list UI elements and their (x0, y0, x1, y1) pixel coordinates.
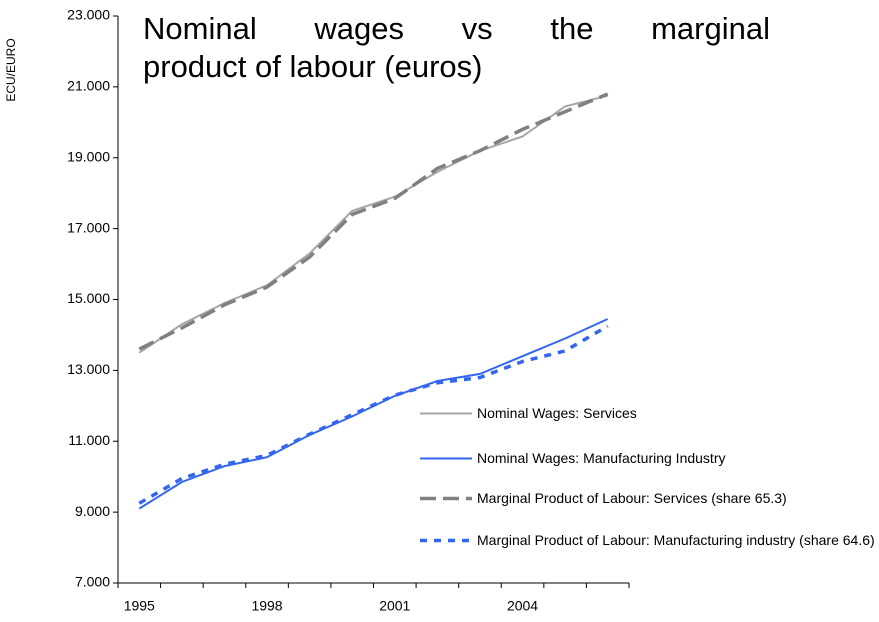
legend-swatch (420, 496, 472, 501)
legend-item: Marginal Product of Labour: Manufacturin… (420, 532, 879, 549)
y-tick-label: 15.000 (67, 290, 110, 306)
y-tick-label: 21.000 (67, 78, 110, 94)
legend-swatch (420, 538, 472, 543)
chart-title: Nominal wages vs the marginal product of… (143, 11, 770, 84)
x-tick-label: 2004 (507, 598, 538, 614)
x-tick-label: 1995 (124, 598, 155, 614)
legend-item: Marginal Product of Labour: Services (sh… (420, 490, 879, 507)
y-axis-label: ECU/EURO (4, 38, 18, 101)
legend-label: Nominal Wages: Services (477, 405, 637, 421)
legend-label: Nominal Wages: Manufacturing Industry (477, 450, 726, 466)
x-tick-label: 1998 (251, 598, 282, 614)
x-tick-label: 2001 (379, 598, 410, 614)
y-tick-label: 19.000 (67, 148, 110, 164)
legend-swatch (420, 457, 472, 460)
series-line (138, 94, 608, 354)
legend-swatch (420, 412, 472, 415)
legend-label: Marginal Product of Labour: Manufacturin… (477, 532, 875, 548)
y-tick-label: 23.000 (67, 7, 110, 23)
series-line (138, 324, 609, 505)
y-tick-label: 13.000 (67, 361, 110, 377)
series-line (138, 92, 609, 351)
y-tick-label: 11.000 (68, 432, 110, 448)
legend-item: Nominal Wages: Services (420, 405, 879, 422)
y-tick-label: 17.000 (67, 219, 110, 235)
legend-label: Marginal Product of Labour: Services (sh… (477, 490, 787, 506)
legend-item: Nominal Wages: Manufacturing Industry (420, 450, 879, 467)
y-tick-label: 9.000 (75, 503, 110, 519)
y-tick-label: 7.000 (75, 574, 110, 590)
